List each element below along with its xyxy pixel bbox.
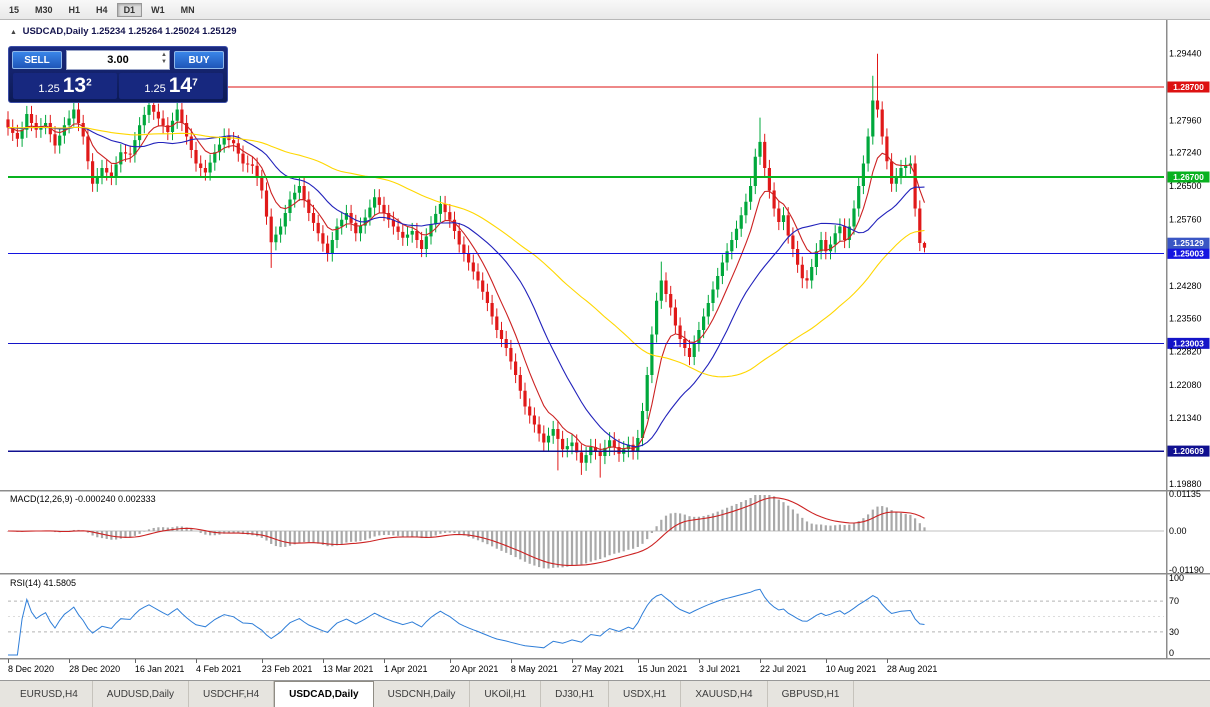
chart-title-ohlc: 1.25234 1.25264 1.25024 1.25129 bbox=[91, 26, 237, 37]
svg-text:20 Apr 2021: 20 Apr 2021 bbox=[450, 664, 499, 674]
timeframe-button-mn[interactable]: MN bbox=[174, 3, 202, 17]
svg-text:1.25129: 1.25129 bbox=[1173, 238, 1204, 248]
svg-text:8 May 2021: 8 May 2021 bbox=[511, 664, 558, 674]
chart-title-symbol: USDCAD,Daily bbox=[22, 26, 89, 37]
svg-text:1.25003: 1.25003 bbox=[1173, 248, 1204, 258]
sell-button[interactable]: SELL bbox=[12, 51, 62, 69]
volume-stepper: ▲ ▼ bbox=[161, 52, 167, 66]
svg-text:4 Feb 2021: 4 Feb 2021 bbox=[196, 664, 242, 674]
svg-text:23 Feb 2021: 23 Feb 2021 bbox=[262, 664, 313, 674]
sell-price-display[interactable]: 1.25 132 bbox=[13, 73, 117, 99]
price-chart-canvas[interactable]: 1.287001.267001.250031.230031.206091.251… bbox=[0, 20, 1210, 680]
timeframe-button-m15[interactable]: 15 bbox=[2, 3, 26, 17]
svg-text:8 Dec 2020: 8 Dec 2020 bbox=[8, 664, 54, 674]
svg-text:1.24280: 1.24280 bbox=[1169, 281, 1202, 291]
svg-text:1.22080: 1.22080 bbox=[1169, 380, 1202, 390]
buy-price-display[interactable]: 1.25 147 bbox=[119, 73, 223, 99]
sell-price-point: 2 bbox=[86, 77, 92, 89]
tab-ukoil-h1[interactable]: UKOil,H1 bbox=[470, 681, 542, 707]
svg-text:0.01135: 0.01135 bbox=[1169, 489, 1201, 499]
tab-xauusd-h4[interactable]: XAUUSD,H4 bbox=[681, 681, 768, 707]
buy-button[interactable]: BUY bbox=[174, 51, 224, 69]
svg-text:0.00: 0.00 bbox=[1169, 526, 1187, 536]
svg-text:1.23003: 1.23003 bbox=[1173, 338, 1204, 348]
sell-price-base: 1.25 bbox=[38, 83, 60, 95]
volume-decrease-button[interactable]: ▼ bbox=[161, 59, 167, 65]
svg-text:1.22820: 1.22820 bbox=[1169, 347, 1202, 357]
tab-usdcad-daily[interactable]: USDCAD,Daily bbox=[274, 681, 374, 707]
svg-text:1.20609: 1.20609 bbox=[1173, 446, 1204, 456]
timeframe-button-d1[interactable]: D1 bbox=[116, 2, 143, 17]
svg-text:22 Jul 2021: 22 Jul 2021 bbox=[760, 664, 807, 674]
svg-text:1.23560: 1.23560 bbox=[1169, 313, 1202, 323]
timeframe-button-h4[interactable]: H4 bbox=[89, 3, 115, 17]
svg-text:1.27960: 1.27960 bbox=[1169, 115, 1202, 125]
buy-price-base: 1.25 bbox=[144, 83, 166, 95]
tab-audusd-daily[interactable]: AUDUSD,Daily bbox=[93, 681, 190, 707]
timeframe-button-h1[interactable]: H1 bbox=[62, 3, 88, 17]
svg-text:15 Jun 2021: 15 Jun 2021 bbox=[638, 664, 688, 674]
svg-text:1.28700: 1.28700 bbox=[1173, 82, 1204, 92]
svg-text:30: 30 bbox=[1169, 627, 1179, 637]
volume-increase-button[interactable]: ▲ bbox=[161, 52, 167, 58]
trade-prices-row: 1.25 132 1.25 147 bbox=[12, 73, 224, 99]
svg-text:1.26700: 1.26700 bbox=[1173, 172, 1204, 182]
buy-price-point: 7 bbox=[192, 77, 198, 89]
volume-value: 3.00 bbox=[107, 54, 129, 66]
svg-text:100: 100 bbox=[1169, 573, 1184, 583]
svg-text:1.26500: 1.26500 bbox=[1169, 181, 1202, 191]
timeframe-button-m30[interactable]: M30 bbox=[28, 3, 60, 17]
svg-text:28 Dec 2020: 28 Dec 2020 bbox=[69, 664, 120, 674]
svg-text:1.21340: 1.21340 bbox=[1169, 413, 1202, 423]
tab-eurusd-h4[interactable]: EURUSD,H4 bbox=[6, 681, 93, 707]
svg-text:0: 0 bbox=[1169, 648, 1174, 658]
tab-dj30-h1[interactable]: DJ30,H1 bbox=[541, 681, 610, 707]
sell-price-pips: 13 bbox=[62, 74, 87, 97]
chart-title: ▲ USDCAD,Daily 1.25234 1.25264 1.25024 1… bbox=[10, 26, 237, 37]
macd-indicator-label: MACD(12,26,9) -0.000240 0.002333 bbox=[10, 494, 156, 504]
one-click-trading-panel: SELL 3.00 ▲ ▼ BUY 1.25 132 1.25 147 bbox=[8, 46, 228, 103]
tab-gbpusd-h1[interactable]: GBPUSD,H1 bbox=[768, 681, 855, 707]
svg-text:1.19880: 1.19880 bbox=[1169, 479, 1202, 489]
svg-text:1.25760: 1.25760 bbox=[1169, 214, 1202, 224]
svg-text:28 Aug 2021: 28 Aug 2021 bbox=[887, 664, 938, 674]
tab-usdx-h1[interactable]: USDX,H1 bbox=[609, 681, 682, 707]
svg-text:10 Aug 2021: 10 Aug 2021 bbox=[826, 664, 877, 674]
svg-text:70: 70 bbox=[1169, 596, 1179, 606]
rsi-indicator-label: RSI(14) 41.5805 bbox=[10, 578, 77, 588]
svg-text:16 Jan 2021: 16 Jan 2021 bbox=[135, 664, 185, 674]
trade-controls-row: SELL 3.00 ▲ ▼ BUY bbox=[12, 50, 224, 70]
svg-text:1 Apr 2021: 1 Apr 2021 bbox=[384, 664, 428, 674]
timeframe-button-w1[interactable]: W1 bbox=[144, 3, 172, 17]
tab-usdchf-h4[interactable]: USDCHF,H4 bbox=[189, 681, 275, 707]
svg-text:1.27240: 1.27240 bbox=[1169, 148, 1202, 158]
timeframe-toolbar: 15 M30 H1 H4 D1 W1 MN bbox=[0, 0, 1210, 20]
svg-text:3 Jul 2021: 3 Jul 2021 bbox=[699, 664, 741, 674]
chart-window: 1.28700 1.26700 1.25003 1.23003 1.20609 1.251… bbox=[0, 20, 1210, 680]
buy-price-pips: 14 bbox=[168, 74, 193, 97]
svg-text:1.29440: 1.29440 bbox=[1169, 49, 1202, 59]
chart-collapse-icon[interactable]: ▲ bbox=[10, 29, 17, 36]
svg-text:27 May 2021: 27 May 2021 bbox=[572, 664, 624, 674]
tab-usdcnh-daily[interactable]: USDCNH,Daily bbox=[374, 681, 471, 707]
chart-tab-bar: EURUSD,H4 AUDUSD,Daily USDCHF,H4 USDCAD,… bbox=[0, 680, 1210, 707]
volume-input[interactable]: 3.00 ▲ ▼ bbox=[66, 50, 170, 70]
svg-text:13 Mar 2021: 13 Mar 2021 bbox=[323, 664, 374, 674]
svg-text:-0.01190: -0.01190 bbox=[1169, 565, 1204, 575]
